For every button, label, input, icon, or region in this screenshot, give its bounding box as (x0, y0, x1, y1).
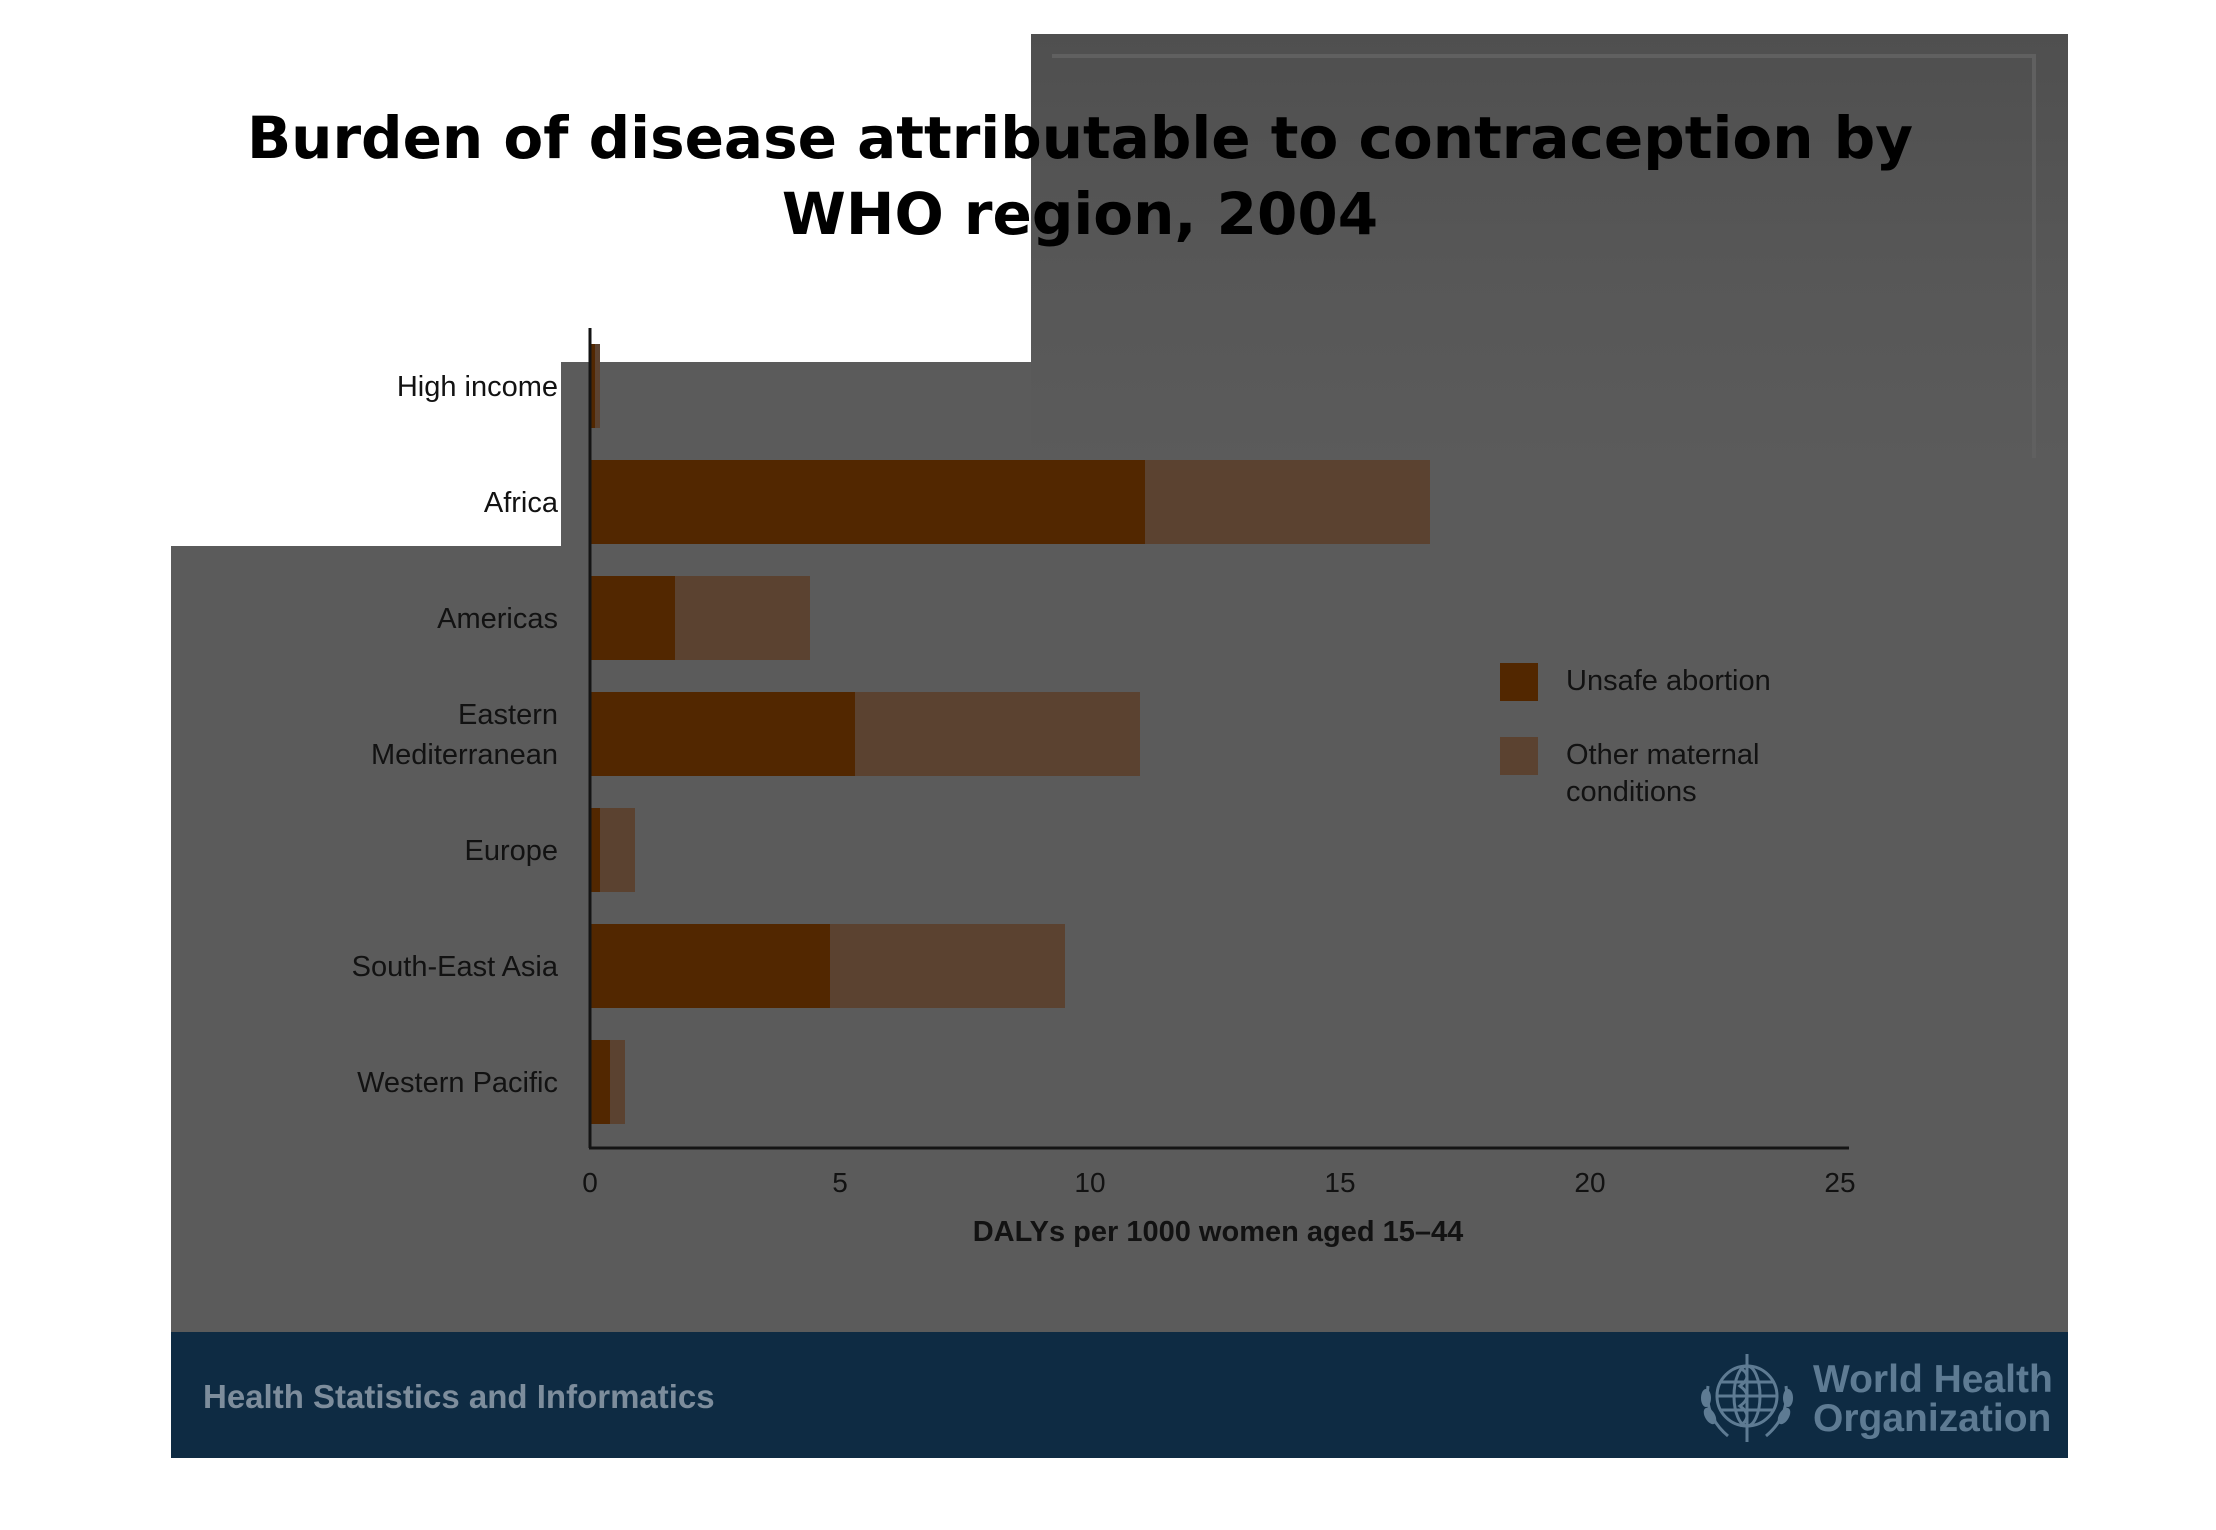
who-emblem-icon (1701, 1354, 1793, 1442)
title-backdrop (171, 34, 1031, 362)
category-labels: High income Africa Americas Eastern Mediterr… (352, 371, 559, 1099)
x-tick-label: 15 (1324, 1167, 1355, 1198)
bar-unsafe-abortion-1 (590, 460, 1145, 544)
bar-other-maternal-4 (600, 808, 635, 892)
legend-swatch-other-maternal (1500, 737, 1538, 775)
x-tick-labels: 0 5 10 15 20 25 (582, 1167, 1855, 1198)
category-label: Mediterranean (371, 739, 558, 771)
category-label: Americas (437, 603, 558, 635)
footer-bar: Health Statistics and Informatics World … (171, 1332, 2068, 1458)
x-axis-label: DALYs per 1000 women aged 15–44 (973, 1216, 1464, 1248)
x-tick-label: 5 (832, 1167, 848, 1198)
bar-other-maternal-6 (610, 1040, 625, 1124)
decorative-corner-panel (1031, 34, 2068, 464)
decorative-corner-frame (1052, 54, 2036, 458)
legend-label: conditions (1566, 776, 1697, 808)
x-tick-label: 0 (582, 1167, 598, 1198)
chart-title: Burden of disease attributable to contra… (246, 104, 1914, 248)
label-backdrop (171, 362, 561, 546)
bar-other-maternal-2 (675, 576, 810, 660)
category-label: Western Pacific (357, 1067, 558, 1099)
category-label: Eastern (458, 699, 558, 731)
bar-layer (590, 344, 1430, 1124)
bar-other-maternal-3 (855, 692, 1140, 776)
bar-other-maternal-0 (595, 344, 600, 428)
footer-title: Health Statistics and Informatics (203, 1378, 715, 1415)
legend-label: Unsafe abortion (1566, 665, 1771, 697)
category-label: Africa (484, 487, 559, 519)
legend: Unsafe abortion Other maternal conditions (1500, 663, 1771, 808)
category-label: High income (397, 371, 558, 403)
who-wordmark: World Health Organization (1813, 1360, 2053, 1438)
bar-unsafe-abortion-0 (590, 344, 595, 428)
bar-other-maternal-1 (1145, 460, 1430, 544)
who-wordmark-line2: Organization (1813, 1397, 2052, 1440)
legend-label: Other maternal (1566, 739, 1759, 771)
bar-unsafe-abortion-2 (590, 576, 675, 660)
category-label: South-East Asia (352, 951, 559, 983)
x-tick-label: 25 (1824, 1167, 1855, 1198)
bar-unsafe-abortion-4 (590, 808, 600, 892)
who-wordmark-line1: World Health (1813, 1358, 2053, 1401)
bar-other-maternal-5 (830, 924, 1065, 1008)
x-tick-label: 20 (1574, 1167, 1605, 1198)
bar-unsafe-abortion-6 (590, 1040, 610, 1124)
bar-unsafe-abortion-3 (590, 692, 855, 776)
x-tick-label: 10 (1074, 1167, 1105, 1198)
legend-swatch-unsafe-abortion (1500, 663, 1538, 701)
bar-unsafe-abortion-5 (590, 924, 830, 1008)
category-label: Europe (464, 835, 558, 867)
